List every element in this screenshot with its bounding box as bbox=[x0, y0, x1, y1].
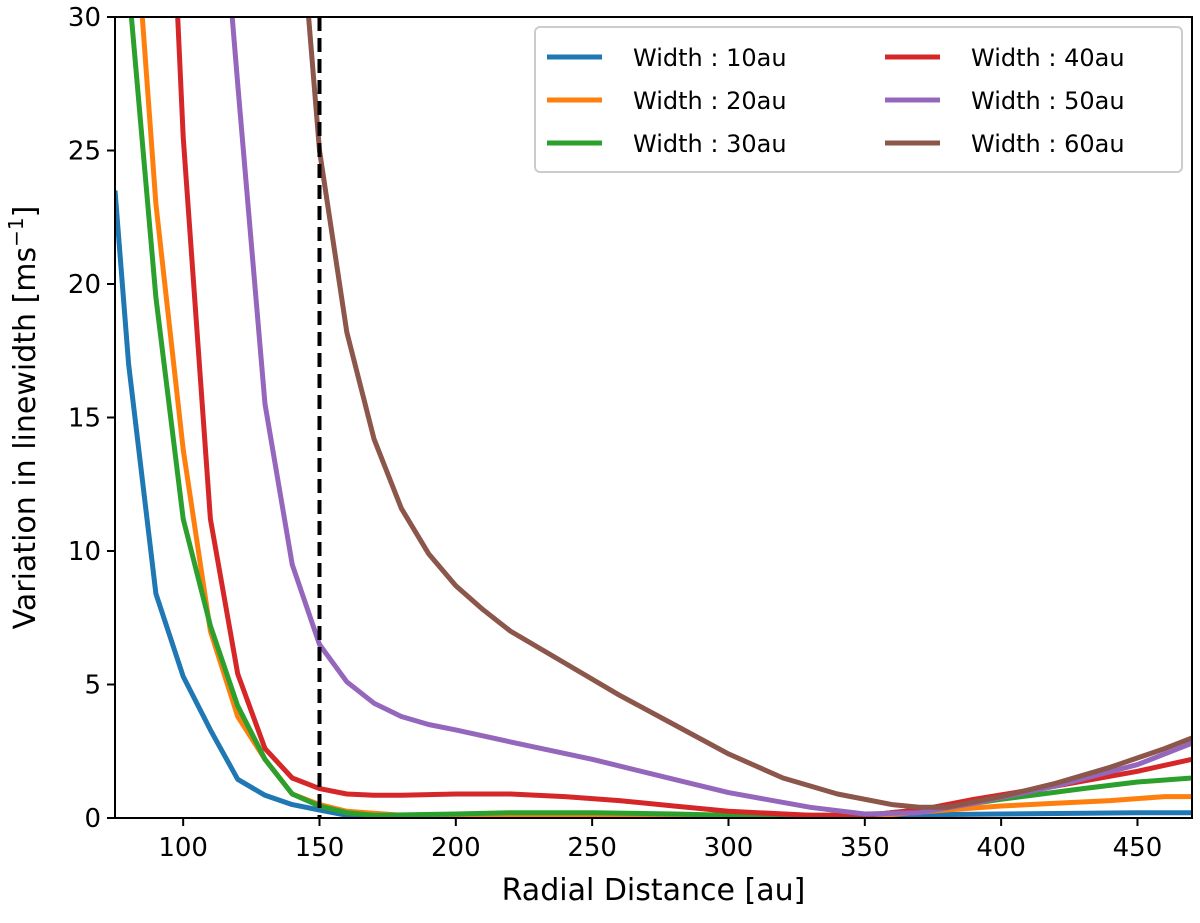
x-axis-label: Radial Distance [au] bbox=[502, 873, 806, 908]
x-tick-label: 300 bbox=[704, 833, 754, 863]
y-tick-label: 20 bbox=[68, 270, 101, 300]
legend-label: Width : 20au bbox=[633, 87, 787, 115]
legend-label: Width : 60au bbox=[971, 130, 1125, 158]
series-line-width-60au bbox=[306, 17, 1192, 810]
x-axis-ticks: 100 150 200 250 300 350 400 450 bbox=[158, 818, 1162, 863]
legend-label: Width : 30au bbox=[633, 130, 787, 158]
y-axis-label-main: Variation in linewidth [ms bbox=[8, 247, 43, 629]
y-axis-label: Variation in linewidth [ms−1] bbox=[4, 206, 43, 630]
x-tick-label: 400 bbox=[976, 833, 1026, 863]
legend-label: Width : 40au bbox=[971, 44, 1125, 72]
y-axis-label-suffix: ] bbox=[8, 206, 43, 218]
y-tick-label: 15 bbox=[68, 404, 101, 434]
x-tick-label: 100 bbox=[158, 833, 208, 863]
y-tick-label: 25 bbox=[68, 137, 101, 167]
y-tick-label: 5 bbox=[84, 671, 101, 701]
x-tick-label: 150 bbox=[295, 833, 345, 863]
legend: Width : 10au Width : 20au Width : 30au Widt… bbox=[534, 26, 1183, 173]
legend-label: Width : 50au bbox=[971, 87, 1125, 115]
series-layer bbox=[115, 17, 1192, 818]
x-tick-label: 250 bbox=[567, 833, 617, 863]
y-axis-label-superscript: −1 bbox=[4, 217, 28, 246]
series-line-width-10au bbox=[115, 190, 1192, 818]
y-axis-ticks: 0 5 10 15 20 25 30 bbox=[68, 3, 115, 834]
legend-label: Width : 10au bbox=[633, 44, 787, 72]
x-tick-label: 450 bbox=[1113, 833, 1163, 863]
x-tick-label: 350 bbox=[840, 833, 890, 863]
legend-box bbox=[534, 26, 1183, 173]
y-tick-label: 0 bbox=[84, 804, 101, 834]
y-tick-label: 10 bbox=[68, 537, 101, 567]
x-tick-label: 200 bbox=[431, 833, 481, 863]
y-tick-label: 30 bbox=[68, 3, 101, 33]
